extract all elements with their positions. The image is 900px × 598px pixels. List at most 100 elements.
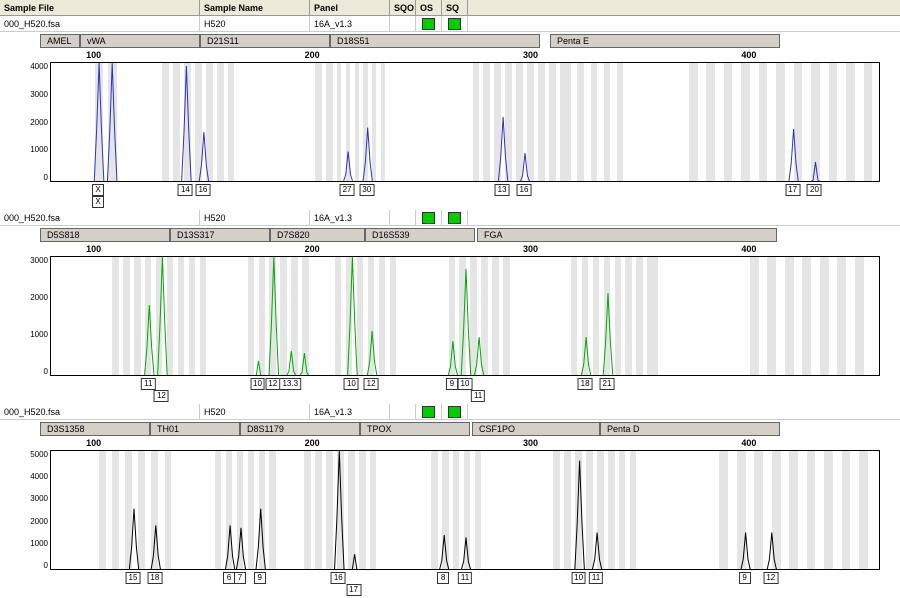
marker-label[interactable]: TH01 [150,422,240,436]
y-tick-label: 3000 [10,494,48,503]
allele-call[interactable]: 10 [344,378,359,390]
x-tick-label: 400 [741,50,756,60]
y-tick-label: 0 [10,561,48,570]
allele-call[interactable]: 27 [340,184,355,196]
allele-call[interactable]: 30 [359,184,374,196]
allele-call[interactable]: 9 [739,572,751,584]
allele-call[interactable]: 11 [471,390,485,402]
sq-status [442,210,468,225]
allele-call[interactable]: 10 [250,378,265,390]
x-tick-label: 400 [741,244,756,254]
allele-call[interactable]: 10 [571,572,586,584]
y-tick-label: 2000 [10,293,48,302]
allele-call[interactable]: 11 [589,572,603,584]
electropherogram-panel: 000_H520.fsaH52016A_v1.3D5S818D13S317D7S… [0,210,900,404]
allele-call[interactable]: 11 [141,378,155,390]
allele-call[interactable]: 18 [578,378,593,390]
allele-call[interactable]: 8 [437,572,449,584]
allele-call[interactable]: 7 [234,572,246,584]
allele-call[interactable]: 16 [517,184,532,196]
status-indicator-icon [448,212,461,224]
y-tick-label: 3000 [10,256,48,265]
allele-call[interactable]: 17 [785,184,800,196]
chart-area: 10020030040040003000200010000 [50,62,890,182]
x-axis: 100200300400 [50,438,890,450]
x-tick-label: 200 [305,50,320,60]
os-status [416,210,442,225]
marker-label[interactable]: D21S11 [200,34,330,48]
x-axis: 100200300400 [50,244,890,256]
allele-call[interactable]: 12 [265,378,280,390]
allele-call[interactable]: 13 [495,184,510,196]
allele-call[interactable]: 12 [763,572,778,584]
allele-call[interactable]: 11 [458,572,472,584]
sq-status [442,16,468,31]
allele-call[interactable]: 13.3 [279,378,301,390]
allele-call[interactable]: 12 [154,390,169,402]
marker-label[interactable]: AMEL [40,34,80,48]
x-axis: 100200300400 [50,50,890,62]
sq-status [442,404,468,419]
marker-label[interactable]: D13S317 [170,228,270,242]
allele-call[interactable]: 20 [807,184,822,196]
allele-call[interactable]: 18 [147,572,162,584]
y-tick-label: 2000 [10,118,48,127]
marker-label[interactable]: D7S820 [270,228,365,242]
marker-label[interactable]: TPOX [360,422,470,436]
x-tick-label: 200 [305,438,320,448]
col-os: OS [416,0,442,15]
allele-call[interactable]: 17 [346,584,361,596]
trace-svg [51,257,880,376]
marker-label[interactable]: Penta D [600,422,780,436]
marker-label[interactable]: D18S51 [330,34,540,48]
status-indicator-icon [448,406,461,418]
plot-area[interactable] [50,62,880,182]
marker-label[interactable]: D3S1358 [40,422,150,436]
plot-area[interactable] [50,256,880,376]
os-status [416,16,442,31]
plot-area[interactable] [50,450,880,570]
sqo-cell [390,404,416,419]
y-tick-label: 4000 [10,62,48,71]
marker-label[interactable]: Penta E [550,34,780,48]
status-indicator-icon [422,212,435,224]
allele-call[interactable]: 12 [364,378,379,390]
y-tick-label: 1000 [10,145,48,154]
allele-call[interactable]: 10 [458,378,473,390]
trace-line [51,451,880,570]
allele-call[interactable]: 21 [600,378,615,390]
panel-name: 16A_v1.3 [310,210,390,225]
table-header: Sample File Sample Name Panel SQO OS SQ [0,0,900,16]
electropherogram-panel: 000_H520.fsaH52016A_v1.3AMELvWAD21S11D18… [0,16,900,210]
marker-labels-row: D3S1358TH01D8S1179TPOXCSF1POPenta D [0,420,900,436]
allele-call[interactable]: 15 [126,572,141,584]
allele-call[interactable]: 9 [446,378,458,390]
sample-name: H520 [200,16,310,31]
x-tick-label: 300 [523,438,538,448]
col-sample-file: Sample File [0,0,200,15]
marker-label[interactable]: D8S1179 [240,422,360,436]
status-indicator-icon [422,406,435,418]
col-panel: Panel [310,0,390,15]
sqo-cell [390,210,416,225]
marker-label[interactable]: vWA [80,34,200,48]
chart-area: 100200300400500040003000200010000 [50,450,890,570]
x-tick-label: 300 [523,244,538,254]
allele-call[interactable]: 14 [178,184,193,196]
marker-label[interactable]: D5S818 [40,228,170,242]
allele-call[interactable]: X [92,196,104,208]
marker-label[interactable]: FGA [477,228,777,242]
allele-call[interactable]: 16 [195,184,210,196]
marker-labels-row: D5S818D13S317D7S820D16S539FGA [0,226,900,242]
allele-call[interactable]: 16 [331,572,346,584]
marker-label[interactable]: D16S539 [365,228,475,242]
col-sqo: SQO [390,0,416,15]
marker-label[interactable]: CSF1PO [472,422,600,436]
allele-call[interactable]: 9 [254,572,266,584]
y-tick-label: 5000 [10,450,48,459]
sample-name: H520 [200,210,310,225]
y-axis: 500040003000200010000 [10,450,48,570]
x-tick-label: 100 [86,244,101,254]
sample-info-row: 000_H520.fsaH52016A_v1.3 [0,210,900,226]
allele-call[interactable]: X [92,184,104,196]
